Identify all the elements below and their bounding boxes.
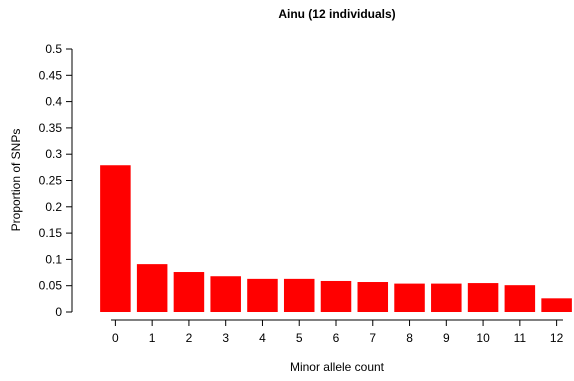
x-tick-label-2: 2	[186, 331, 193, 345]
y-tick-label-0.1: 0.1	[45, 252, 62, 266]
bar-2	[173, 272, 205, 312]
y-tick-label-0: 0	[55, 305, 62, 319]
x-tick-label-12: 12	[550, 331, 564, 345]
bar-12	[541, 298, 572, 312]
x-tick-label-3: 3	[222, 331, 229, 345]
y-tick-label-0.05: 0.05	[39, 279, 63, 293]
bar-3	[210, 276, 241, 312]
x-tick-label-10: 10	[476, 331, 490, 345]
x-axis-label: Minor allele count	[290, 360, 385, 374]
bar-1	[136, 264, 168, 312]
bar-8	[394, 283, 425, 312]
bar-6	[320, 280, 352, 312]
x-tick-label-0: 0	[112, 331, 119, 345]
x-ticks-group: 0 1 2 3 4 5 6 7 8 9 10 11 12	[112, 320, 564, 345]
chart-title: Ainu (12 individuals)	[278, 7, 395, 21]
y-axis-label: Proportion of SNPs	[9, 129, 23, 232]
bars-group	[100, 165, 572, 312]
x-tick-label-8: 8	[406, 331, 413, 345]
bar-0	[100, 165, 131, 312]
bar-5	[283, 278, 315, 312]
y-tick-label-0.4: 0.4	[45, 95, 62, 109]
y-tick-label-0.15: 0.15	[39, 226, 63, 240]
bar-10	[467, 283, 499, 312]
x-tick-label-11: 11	[514, 331, 527, 345]
y-tick-label-0.3: 0.3	[45, 147, 62, 161]
bar-11	[504, 285, 536, 312]
x-tick-label-7: 7	[369, 331, 376, 345]
y-tick-label-0.2: 0.2	[45, 200, 62, 214]
y-tick-label-0.5: 0.5	[45, 42, 62, 56]
x-tick-label-6: 6	[333, 331, 340, 345]
y-tick-label-0.35: 0.35	[39, 121, 63, 135]
x-tick-label-4: 4	[259, 331, 266, 345]
x-tick-label-5: 5	[296, 331, 303, 345]
y-ticks-group: 0 0.05 0.1 0.15 0.2 0.25 0.3 0.35 0.4 0.45 0.5	[39, 42, 72, 319]
bar-7	[357, 282, 389, 312]
x-tick-label-9: 9	[443, 331, 450, 345]
y-tick-label-0.45: 0.45	[39, 68, 63, 82]
bar-4	[247, 278, 278, 312]
y-tick-label-0.25: 0.25	[39, 174, 63, 188]
bar-9	[431, 283, 462, 312]
x-tick-label-1: 1	[149, 331, 156, 345]
